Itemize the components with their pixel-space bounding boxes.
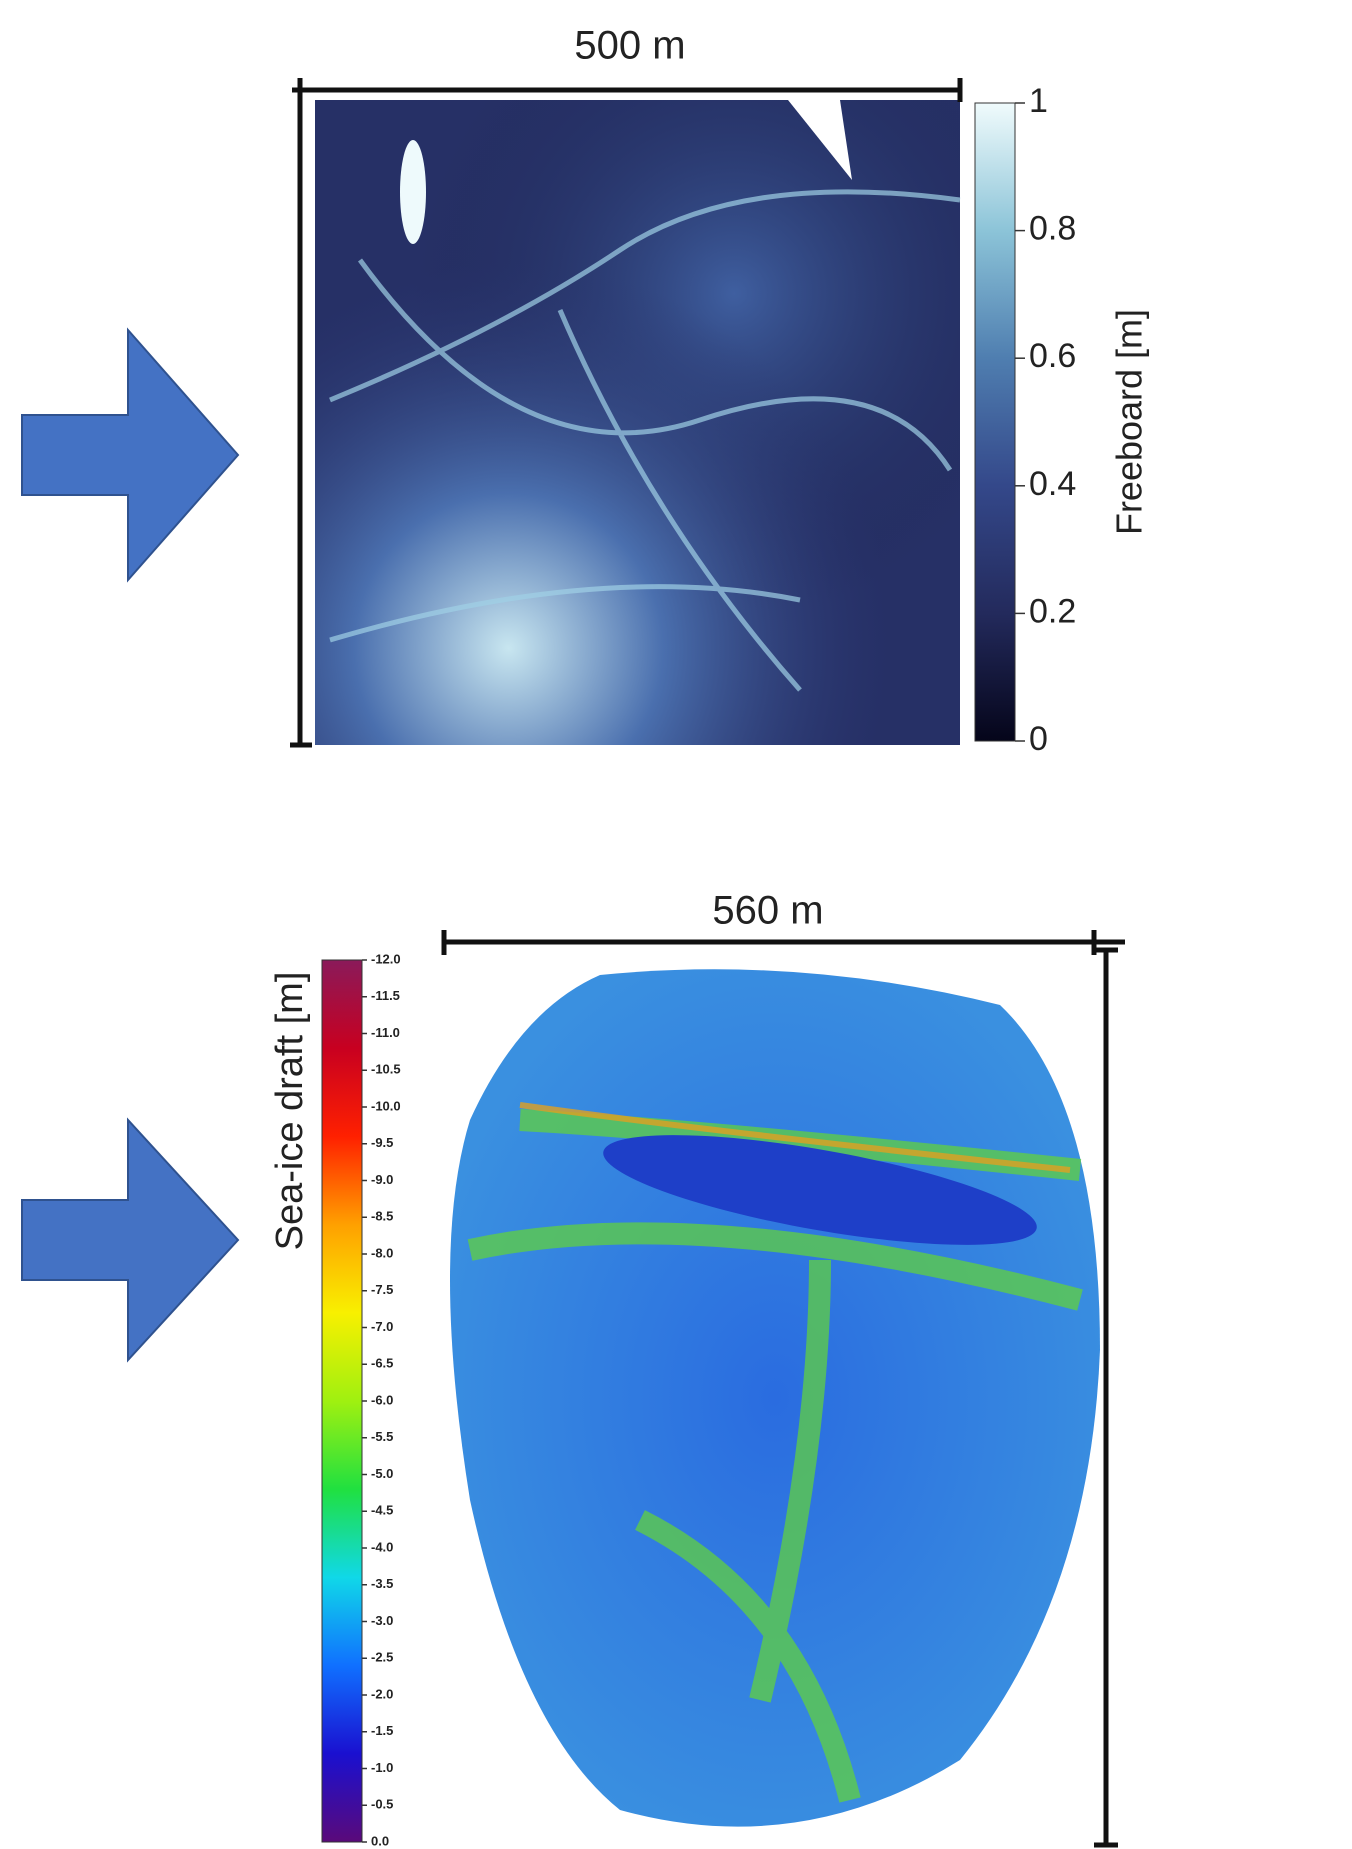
tick-label: 1 xyxy=(1029,82,1048,120)
tick-label: -4.0 xyxy=(371,1539,393,1554)
colorbar-label: Freeboard [m] xyxy=(1109,309,1150,535)
tick-label: -6.5 xyxy=(371,1356,393,1371)
tick-label: -7.5 xyxy=(371,1282,393,1297)
tick-label: -0.5 xyxy=(371,1797,393,1812)
tick-label: -8.5 xyxy=(371,1209,393,1224)
colorbar xyxy=(975,103,1015,741)
tick-label: -11.5 xyxy=(371,988,400,1003)
tick-label: -4.5 xyxy=(371,1503,393,1518)
tick-label: 0 xyxy=(1029,720,1048,758)
freeboard-map xyxy=(315,100,960,745)
colorbar-label: Sea-ice draft [m] xyxy=(269,972,311,1251)
tick-label: -2.5 xyxy=(371,1650,393,1665)
tick-label: -8.0 xyxy=(371,1245,393,1260)
tick-label: 0.8 xyxy=(1029,210,1076,248)
arrow xyxy=(22,330,238,580)
scale-label: 500 m xyxy=(574,24,685,68)
colorbar xyxy=(322,960,362,1842)
tick-label: -3.0 xyxy=(371,1613,393,1628)
figure: 500 m 560 m 0 0.2 0.4 0.6 0.8 1 Freeboard [m] -… xyxy=(0,0,1352,1849)
scale-label: 560 m xyxy=(712,889,823,933)
tick-label: -6.0 xyxy=(371,1392,393,1407)
tick-label: -7.0 xyxy=(371,1319,393,1334)
tick-label: -9.0 xyxy=(371,1172,393,1187)
tick-label: -5.5 xyxy=(371,1429,393,1444)
tick-label: 0.0 xyxy=(371,1833,389,1848)
tick-label: -10.5 xyxy=(371,1062,401,1077)
tick-label: -2.0 xyxy=(371,1686,393,1701)
tick-label: -10.0 xyxy=(371,1098,401,1113)
draft-map xyxy=(450,969,1100,1826)
tick-label: -1.5 xyxy=(371,1723,393,1738)
tick-label: 0.6 xyxy=(1029,337,1076,375)
tick-label: 0.4 xyxy=(1029,465,1076,503)
tick-label: -9.5 xyxy=(371,1135,393,1150)
tick-label: -12.0 xyxy=(371,951,401,966)
tick-label: -1.0 xyxy=(371,1760,393,1775)
arrow xyxy=(22,1120,238,1360)
tick-label: -3.5 xyxy=(371,1576,393,1591)
tick-label: 0.2 xyxy=(1029,592,1076,630)
tick-label: -5.0 xyxy=(371,1466,393,1481)
tick-label: -11.0 xyxy=(371,1025,400,1040)
